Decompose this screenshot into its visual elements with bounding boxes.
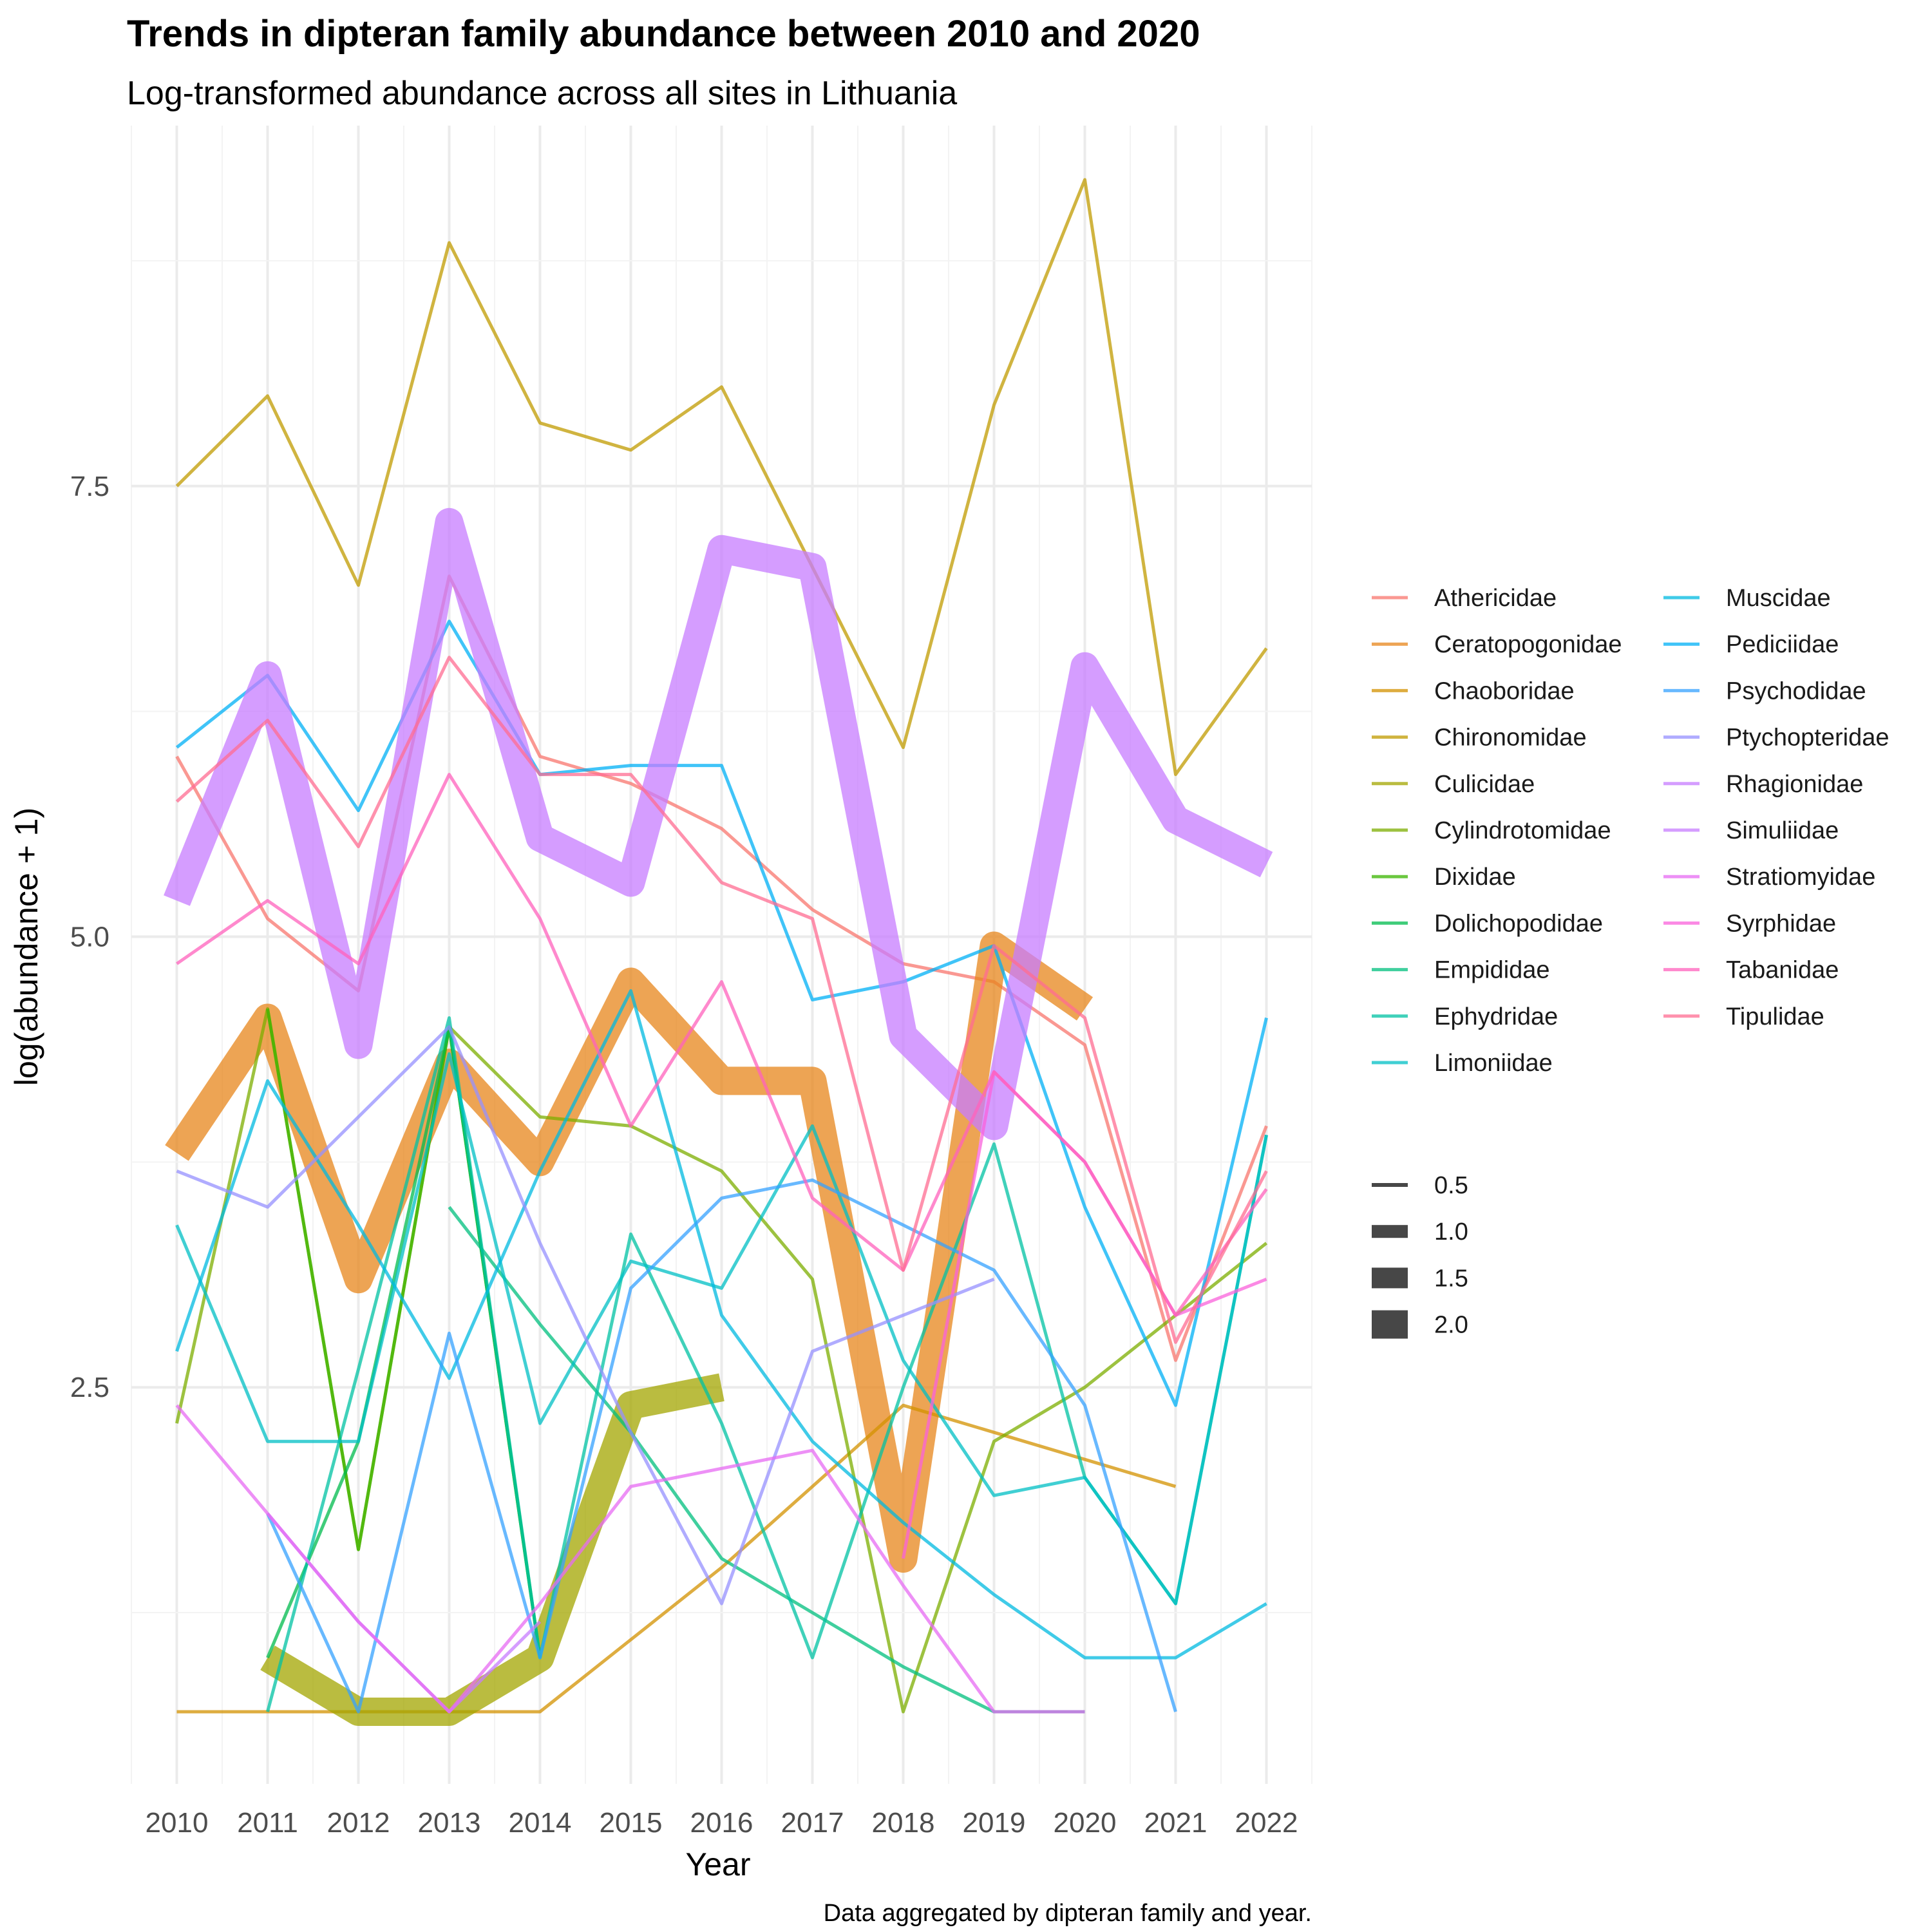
series-line-ceratopogonidae xyxy=(165,931,1094,1573)
legend-label: Muscidae xyxy=(1726,585,1831,612)
legend-label: Ephydridae xyxy=(1434,1003,1558,1030)
size-legend: 0.5 1.0 1.5 2.0 xyxy=(1372,1172,1468,1339)
size-legend-key xyxy=(1372,1310,1408,1339)
y-axis-ticks: 2.5 5.0 7.5 xyxy=(70,471,109,1403)
x-tick-label: 2017 xyxy=(781,1807,844,1839)
series-line-tabanidae xyxy=(176,773,1268,1317)
legend-label: Dixidae xyxy=(1434,864,1516,891)
series-line-chironomidae xyxy=(175,178,1268,777)
x-axis-ticks: 2010 2011 2012 2013 2014 2015 2016 2017 2018 2019… xyxy=(146,1807,1298,1839)
x-tick-label: 2012 xyxy=(327,1807,390,1839)
size-legend-label: 1.5 xyxy=(1434,1265,1468,1292)
series-line-stratiomyidae xyxy=(175,1404,1085,1714)
y-tick-label: 2.5 xyxy=(70,1372,109,1403)
legend-label: Ptychopteridae xyxy=(1726,724,1889,752)
size-legend-label: 2.0 xyxy=(1434,1312,1468,1339)
y-axis-title: log(abundance + 1) xyxy=(8,808,44,1086)
legend-label: Culicidae xyxy=(1434,771,1535,798)
x-tick-label: 2020 xyxy=(1054,1807,1117,1839)
chart-title: Trends in dipteran family abundance betw… xyxy=(127,13,1200,55)
series-layer xyxy=(164,178,1273,1726)
x-tick-label: 2013 xyxy=(418,1807,481,1839)
y-tick-label: 7.5 xyxy=(70,471,109,502)
legend-label: Cylindrotomidae xyxy=(1434,817,1611,844)
legend: Athericidae Ceratopogonidae Chaoboridae Chi… xyxy=(1372,585,1889,1077)
x-tick-label: 2022 xyxy=(1235,1807,1298,1839)
grid xyxy=(131,126,1312,1784)
series-line-tipulidae xyxy=(175,656,1268,1344)
x-tick-label: 2010 xyxy=(146,1807,209,1839)
legend-label: Tipulidae xyxy=(1726,1003,1824,1030)
legend-label: Limoniidae xyxy=(1434,1050,1553,1077)
legend-label: Empididae xyxy=(1434,957,1550,984)
legend-label: Chaoboridae xyxy=(1434,677,1575,705)
legend-label: Chironomidae xyxy=(1434,724,1587,752)
y-tick-label: 5.0 xyxy=(70,922,109,953)
x-tick-label: 2014 xyxy=(509,1807,572,1839)
legend-label: Rhagionidae xyxy=(1726,771,1863,798)
series-line-pediciidae xyxy=(175,620,1268,1407)
series-line-muscidae xyxy=(175,989,1267,1660)
chart-caption: Data aggregated by dipteran family and y… xyxy=(824,1900,1312,1927)
size-legend-label: 0.5 xyxy=(1434,1172,1468,1199)
series-line-empididae xyxy=(448,1206,1085,1714)
series-line-ptychopteridae xyxy=(176,1025,995,1605)
size-legend-key xyxy=(1372,1267,1408,1289)
x-tick-label: 2021 xyxy=(1144,1807,1208,1839)
series-line-simuliidae xyxy=(164,507,1273,1141)
size-legend-key xyxy=(1372,1225,1408,1238)
legend-label: Tabanidae xyxy=(1726,957,1839,984)
size-legend-label: 1.0 xyxy=(1434,1218,1468,1245)
size-legend-key xyxy=(1372,1183,1408,1187)
legend-label: Simuliidae xyxy=(1726,817,1839,844)
legend-label: Pediciidae xyxy=(1726,631,1839,658)
series-line-culicidae xyxy=(260,1373,724,1726)
x-tick-label: 2015 xyxy=(600,1807,663,1839)
legend-label: Dolichopodidae xyxy=(1434,910,1603,937)
series-line-psychodidae xyxy=(266,1178,1177,1714)
x-axis-title: Year xyxy=(685,1846,750,1882)
legend-label: Psychodidae xyxy=(1726,677,1866,705)
x-tick-label: 2016 xyxy=(690,1807,753,1839)
x-tick-label: 2011 xyxy=(237,1807,298,1839)
chart-subtitle: Log-transformed abundance across all sit… xyxy=(127,75,957,112)
legend-label: Ceratopogonidae xyxy=(1434,631,1622,658)
legend-label: Stratiomyidae xyxy=(1726,864,1875,891)
legend-label: Syrphidae xyxy=(1726,910,1836,937)
x-tick-label: 2019 xyxy=(963,1807,1026,1839)
legend-label: Athericidae xyxy=(1434,585,1557,612)
x-tick-label: 2018 xyxy=(872,1807,935,1839)
series-line-limoniidae xyxy=(175,1052,1268,1605)
